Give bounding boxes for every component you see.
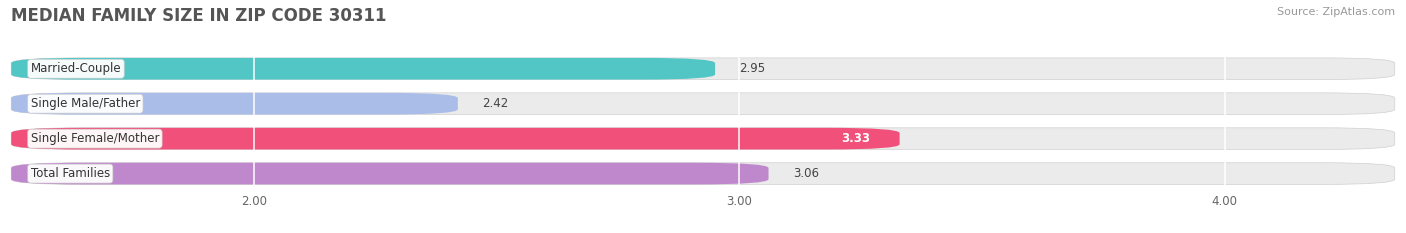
Text: 2.42: 2.42 (482, 97, 509, 110)
FancyBboxPatch shape (11, 93, 458, 115)
FancyBboxPatch shape (11, 128, 1395, 150)
Text: 2.95: 2.95 (740, 62, 765, 75)
Text: Total Families: Total Families (31, 167, 110, 180)
FancyBboxPatch shape (11, 93, 1395, 115)
FancyBboxPatch shape (11, 58, 716, 80)
Text: Single Male/Father: Single Male/Father (31, 97, 141, 110)
Text: 3.33: 3.33 (841, 132, 870, 145)
Text: Single Female/Mother: Single Female/Mother (31, 132, 159, 145)
FancyBboxPatch shape (11, 58, 1395, 80)
Text: 3.06: 3.06 (793, 167, 818, 180)
FancyBboxPatch shape (11, 128, 900, 150)
Text: Married-Couple: Married-Couple (31, 62, 121, 75)
FancyBboxPatch shape (11, 163, 769, 185)
Text: MEDIAN FAMILY SIZE IN ZIP CODE 30311: MEDIAN FAMILY SIZE IN ZIP CODE 30311 (11, 7, 387, 25)
FancyBboxPatch shape (11, 163, 1395, 185)
Text: Source: ZipAtlas.com: Source: ZipAtlas.com (1277, 7, 1395, 17)
